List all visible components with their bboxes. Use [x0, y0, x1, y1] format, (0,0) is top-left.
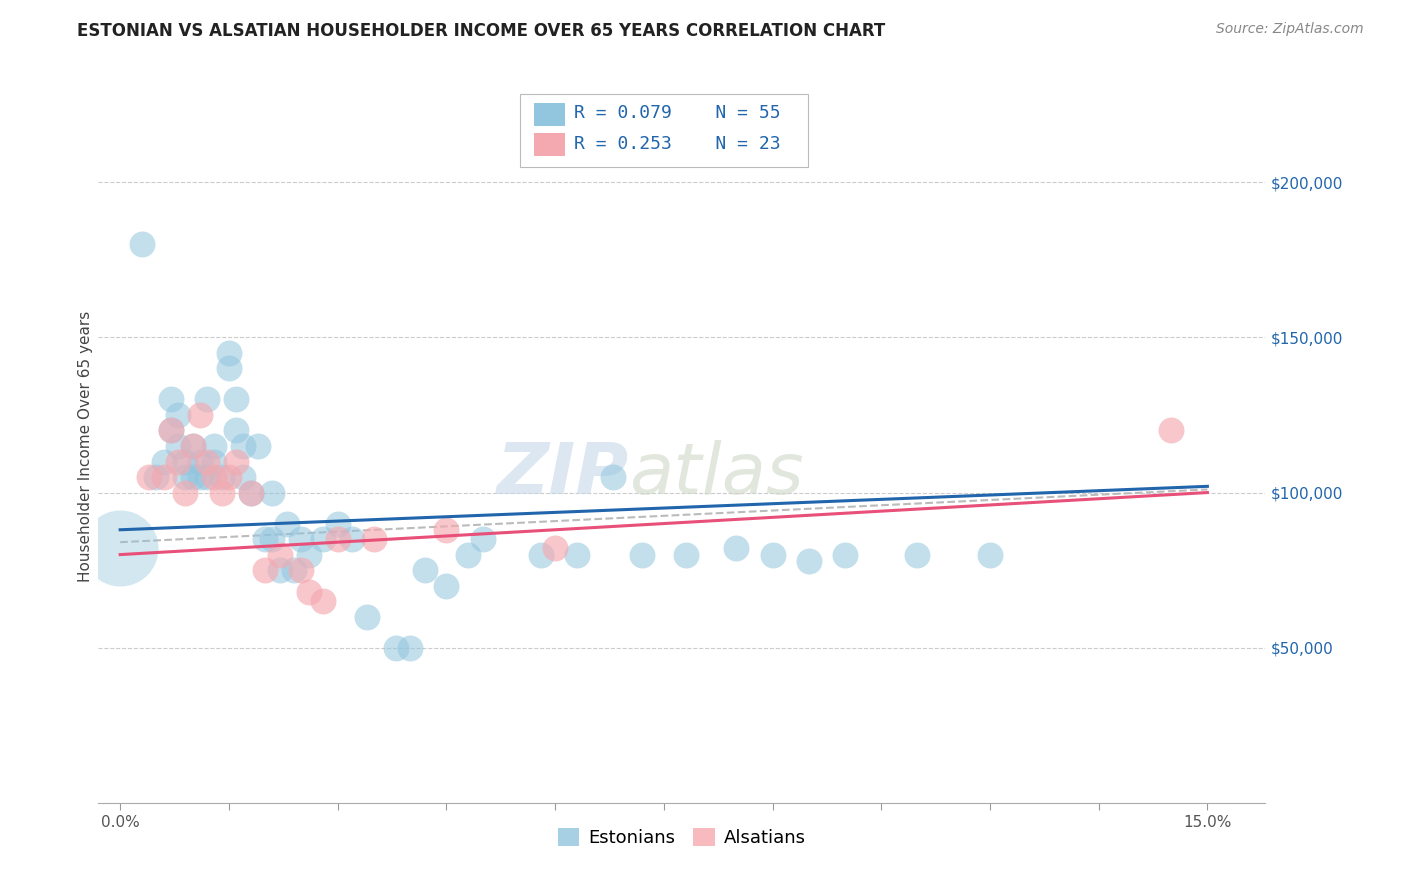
Point	[167, 408, 190, 422]
Point	[174, 470, 197, 484]
Point	[225, 454, 247, 468]
Point	[326, 532, 349, 546]
Point	[232, 439, 254, 453]
Text: ESTONIAN VS ALSATIAN HOUSEHOLDER INCOME OVER 65 YEARS CORRELATION CHART: ESTONIAN VS ALSATIAN HOUSEHOLDER INCOME …	[77, 22, 886, 40]
Point	[211, 485, 233, 500]
Point	[152, 454, 174, 468]
Point	[1160, 424, 1182, 438]
Text: atlas: atlas	[630, 440, 804, 509]
Point	[797, 554, 820, 568]
Point	[188, 470, 211, 484]
Point	[181, 470, 204, 484]
Point	[188, 408, 211, 422]
Point	[544, 541, 567, 556]
Point	[434, 523, 457, 537]
Point	[174, 485, 197, 500]
Point	[152, 470, 174, 484]
Point	[262, 532, 284, 546]
Point	[254, 532, 277, 546]
Point	[211, 470, 233, 484]
Point	[246, 439, 269, 453]
Point	[239, 485, 262, 500]
Point	[181, 439, 204, 453]
Point	[602, 470, 624, 484]
Point	[225, 424, 247, 438]
Point	[202, 470, 225, 484]
Point	[262, 485, 284, 500]
Point	[232, 470, 254, 484]
Point	[202, 439, 225, 453]
Point	[384, 640, 406, 655]
Point	[160, 424, 183, 438]
Point	[202, 454, 225, 468]
Point	[725, 541, 748, 556]
Point	[160, 424, 183, 438]
Point	[181, 439, 204, 453]
Text: ZIP: ZIP	[498, 440, 630, 509]
Point	[254, 563, 277, 577]
Point	[276, 516, 298, 531]
Legend: Estonians, Alsatians: Estonians, Alsatians	[551, 821, 813, 855]
Point	[457, 548, 479, 562]
Point	[312, 594, 335, 608]
Point	[290, 532, 312, 546]
Point	[565, 548, 588, 562]
Point	[326, 516, 349, 531]
Text: R = 0.079    N = 55: R = 0.079 N = 55	[574, 104, 780, 122]
Point	[195, 392, 218, 407]
Point	[160, 392, 183, 407]
Point	[298, 548, 321, 562]
Point	[471, 532, 494, 546]
Point	[108, 541, 131, 556]
Point	[675, 548, 697, 562]
Point	[195, 454, 218, 468]
Point	[290, 563, 312, 577]
Point	[283, 563, 305, 577]
Point	[239, 485, 262, 500]
Point	[131, 237, 153, 252]
Point	[413, 563, 436, 577]
Point	[363, 532, 385, 546]
Point	[167, 454, 190, 468]
Point	[145, 470, 167, 484]
Text: R = 0.253    N = 23: R = 0.253 N = 23	[574, 135, 780, 153]
Point	[529, 548, 551, 562]
Point	[218, 361, 240, 376]
Point	[979, 548, 1001, 562]
Point	[434, 579, 457, 593]
Point	[834, 548, 856, 562]
Text: Source: ZipAtlas.com: Source: ZipAtlas.com	[1216, 22, 1364, 37]
Point	[631, 548, 654, 562]
Point	[138, 470, 160, 484]
Point	[188, 454, 211, 468]
Point	[399, 640, 422, 655]
Point	[225, 392, 247, 407]
Point	[761, 548, 783, 562]
Point	[356, 609, 378, 624]
Y-axis label: Householder Income Over 65 years: Householder Income Over 65 years	[77, 310, 93, 582]
Point	[269, 563, 291, 577]
Point	[218, 346, 240, 360]
Point	[298, 584, 321, 599]
Point	[174, 454, 197, 468]
Point	[340, 532, 363, 546]
Point	[167, 439, 190, 453]
Point	[195, 470, 218, 484]
Point	[269, 548, 291, 562]
Point	[907, 548, 929, 562]
Point	[218, 470, 240, 484]
Point	[312, 532, 335, 546]
